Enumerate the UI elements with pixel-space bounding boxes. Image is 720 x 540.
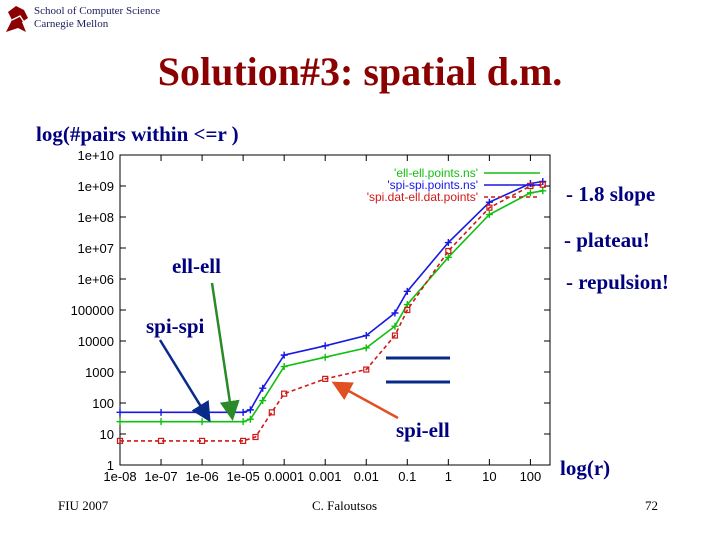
x-tick-label: 0.0001 [264, 469, 304, 484]
callout-label-spi-spi: spi-spi [146, 314, 205, 338]
annotation-plateau: - plateau! [564, 228, 650, 252]
x-tick-label: 1e-05 [227, 469, 260, 484]
annotation-slope: - 1.8 slope [566, 182, 656, 206]
data-point [403, 287, 411, 295]
data-point [198, 437, 206, 444]
footer-author: C. Faloutsos [312, 498, 378, 513]
data-point [391, 309, 399, 317]
data-point [391, 332, 399, 339]
annotation-repulsion: - repulsion! [566, 270, 669, 294]
data-point [391, 322, 399, 330]
data-point [268, 409, 275, 416]
data-point [252, 433, 259, 441]
y-tick-label: 1e+10 [77, 148, 114, 163]
data-point [539, 181, 546, 188]
data-point [246, 406, 254, 414]
data-point [526, 189, 534, 197]
chart-series [116, 177, 547, 444]
data-point [157, 408, 165, 416]
data-point [239, 418, 247, 426]
data-point [246, 415, 254, 423]
data-point [444, 253, 452, 261]
data-point [404, 306, 411, 314]
data-point [444, 239, 452, 247]
school-line2: Carnegie Mellon [34, 18, 109, 30]
data-point [485, 198, 493, 206]
data-point [362, 332, 370, 340]
y-tick-label: 100000 [71, 303, 114, 318]
data-point [157, 437, 165, 444]
footer-page-number: 72 [645, 498, 658, 513]
series-0 [116, 187, 547, 426]
callout-label-ell-ell: ell-ell [172, 254, 221, 278]
y-tick-label: 100 [92, 396, 114, 411]
data-point [486, 204, 493, 211]
y-tick-label: 10 [100, 427, 114, 442]
data-point [239, 408, 247, 416]
x-tick-label: 100 [520, 469, 542, 484]
data-point [321, 353, 329, 361]
data-point [527, 182, 534, 190]
legend-label: 'spi.dat-ell.dat.points' [367, 190, 478, 204]
data-point [116, 418, 124, 426]
series-2 [116, 181, 546, 444]
callout-arrows [158, 282, 450, 423]
data-point [445, 247, 452, 255]
x-tick-label: 10 [482, 469, 496, 484]
y-tick-label: 1e+08 [77, 210, 114, 225]
y-tick-label: 1e+06 [77, 272, 114, 287]
cmu-griffin-logo [6, 6, 28, 32]
x-tick-label: 0.1 [398, 469, 416, 484]
callout-label-spi-ell: spi-ell [396, 418, 450, 442]
data-point [116, 408, 124, 416]
x-axis-label: log(r) [560, 456, 611, 480]
data-point [363, 366, 370, 373]
school-line1: School of Computer Science [34, 5, 161, 17]
data-point [322, 375, 329, 382]
arrow-spi-ell [331, 381, 399, 420]
legend-label: 'spi-spi.points.ns' [387, 178, 478, 192]
y-tick-label: 1 [107, 458, 114, 473]
data-point [259, 397, 267, 405]
arrow-spi-spi [158, 339, 211, 423]
plot-frame [119, 154, 551, 466]
chart-axes: 1 10 100 1000 10000 100000 1e+06 1e+07 1e+08 1e+0… [71, 148, 551, 484]
y-axis-label: log(#pairs within <=r ) [36, 122, 239, 146]
x-tick-label: 1e-06 [185, 469, 218, 484]
x-tick-label: 0.001 [309, 469, 342, 484]
data-point [321, 342, 329, 350]
x-tick-label: 0.01 [354, 469, 379, 484]
data-point [281, 390, 288, 397]
x-tick-label: 1e-08 [103, 469, 136, 484]
data-point [362, 344, 370, 352]
data-point [240, 437, 247, 444]
data-point [259, 384, 267, 392]
x-tick-label: 1 [445, 469, 452, 484]
y-tick-label: 1e+09 [77, 179, 114, 194]
data-point [116, 437, 124, 444]
x-tick-label: 1e-07 [144, 469, 177, 484]
data-point [539, 187, 547, 195]
data-point [157, 418, 165, 426]
series-1 [116, 177, 547, 416]
data-point [280, 351, 288, 359]
slide-title: Solution#3: spatial d.m. [157, 49, 563, 94]
legend-label: 'ell-ell.points.ns' [394, 166, 478, 180]
y-tick-label: 1000 [85, 365, 114, 380]
data-point [485, 211, 493, 219]
data-point [539, 177, 547, 185]
footer-venue: FIU 2007 [58, 498, 109, 513]
school-name: School of Computer Science Carnegie Mell… [34, 5, 160, 31]
data-point [198, 418, 206, 426]
arrow-ell-ell [210, 282, 240, 421]
y-tick-label: 10000 [78, 334, 114, 349]
series-line [120, 183, 543, 442]
data-point [280, 363, 288, 371]
chart-legend: 'ell-ell.points.ns''spi-spi.points.ns''s… [367, 166, 540, 204]
y-tick-label: 1e+07 [77, 241, 114, 256]
data-point [403, 301, 411, 309]
series-line [120, 190, 543, 423]
